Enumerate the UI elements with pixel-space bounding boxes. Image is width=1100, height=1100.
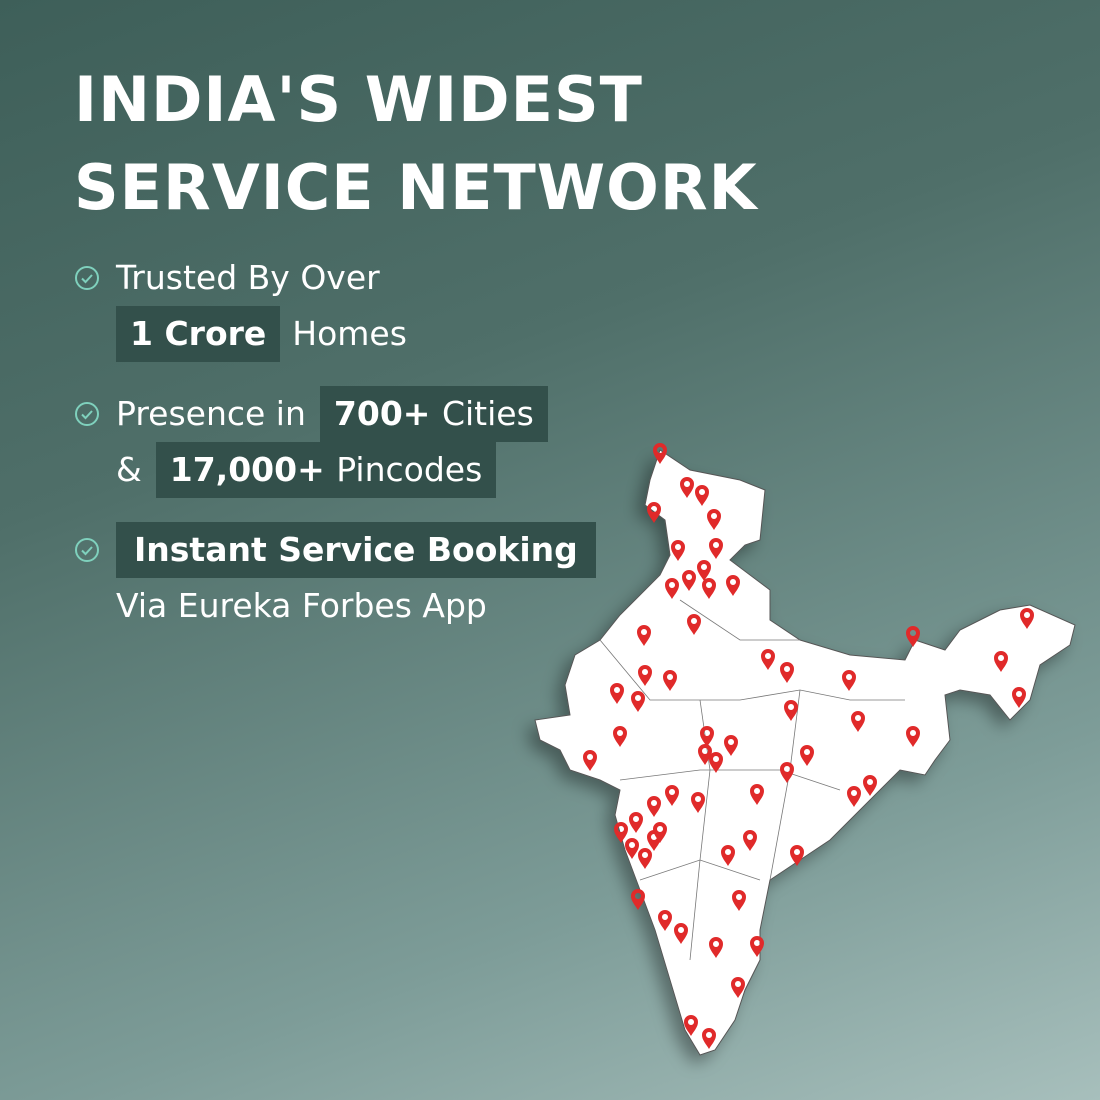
location-pin-icon [702, 1028, 716, 1049]
feature-booking: Instant Service Booking Via Eureka Forbe… [74, 522, 608, 634]
feature-text: Trusted By Over [116, 258, 380, 297]
location-pin-icon [709, 538, 723, 559]
location-pin-icon [994, 651, 1008, 672]
feature-text: Presence in [116, 394, 306, 433]
location-pin-icon [638, 665, 652, 686]
highlight-booking: Instant Service Booking [116, 522, 596, 578]
location-pin-icon [697, 560, 711, 581]
location-pin-icon [658, 910, 672, 931]
location-pin-icon [743, 830, 757, 851]
headline-line-2: SERVICE NETWORK [74, 151, 758, 224]
location-pin-icon [610, 683, 624, 704]
headline: INDIA'S WIDEST SERVICE NETWORK [74, 56, 758, 232]
location-pin-icon [698, 744, 712, 765]
location-pin-icon [613, 726, 627, 747]
location-pin-icon [707, 509, 721, 530]
location-pin-icon [724, 735, 738, 756]
location-pin-icon [709, 937, 723, 958]
location-pin-icon [663, 670, 677, 691]
location-pin-icon [847, 786, 861, 807]
feature-homes: Trusted By Over 1 Crore Homes [74, 250, 407, 362]
location-pin-icon [842, 670, 856, 691]
feature-text: Via Eureka Forbes App [116, 586, 487, 625]
location-pin-icon [647, 830, 661, 851]
check-circle-icon [75, 402, 99, 426]
location-pin-icon [684, 1015, 698, 1036]
location-pin-icon [780, 762, 794, 783]
headline-line-1: INDIA'S WIDEST [74, 63, 643, 136]
location-pin-icon [726, 575, 740, 596]
location-pin-icon [682, 570, 696, 591]
location-pin-icon [750, 936, 764, 957]
location-pin-icon [906, 726, 920, 747]
location-pin-icon [780, 662, 794, 683]
cities-count: 700+ [333, 394, 431, 433]
check-circle-icon [75, 266, 99, 290]
location-pin-icon [583, 750, 597, 771]
location-pin-icon [680, 477, 694, 498]
location-pin-icon [863, 775, 877, 796]
location-pin-icon [695, 485, 709, 506]
location-pin-icon [732, 890, 746, 911]
location-pin-icon [687, 614, 701, 635]
location-pin-icon [691, 792, 705, 813]
connector: & [116, 450, 142, 489]
location-pin-icon [653, 822, 667, 843]
location-pin-icon [629, 812, 643, 833]
location-pin-icon [665, 785, 679, 806]
location-pin-icon [631, 889, 645, 910]
location-pin-icon [784, 700, 798, 721]
location-pin-icon [614, 822, 628, 843]
location-pin-icon [647, 502, 661, 523]
location-pin-icon [709, 752, 723, 773]
location-pin-icon [637, 625, 651, 646]
location-pin-icon [671, 540, 685, 561]
location-pin-icon [750, 784, 764, 805]
location-pin-icon [638, 848, 652, 869]
feature-presence: Presence in 700+ Cities & 17,000+ Pincod… [74, 386, 560, 498]
highlight-pincodes: 17,000+ Pincodes [155, 442, 497, 498]
location-pin-icon [674, 923, 688, 944]
highlight-cities: 700+ Cities [319, 386, 548, 442]
location-pin-icon [761, 649, 775, 670]
location-pin-icon [800, 745, 814, 766]
location-pin-icon [731, 977, 745, 998]
location-pin-icon [647, 796, 661, 817]
location-pin-icon [906, 626, 920, 647]
location-pin-icon [851, 711, 865, 732]
check-circle-icon [75, 538, 99, 562]
pincodes-label: Pincodes [336, 450, 483, 489]
pincodes-count: 17,000+ [169, 450, 325, 489]
location-pin-icon [625, 838, 639, 859]
location-pin-icon [653, 443, 667, 464]
highlight-crore: 1 Crore [116, 306, 281, 362]
location-pin-icon [700, 726, 714, 747]
india-outline [534, 449, 1076, 1056]
location-pin-icon [631, 691, 645, 712]
cities-label: Cities [441, 394, 534, 433]
feature-text: Homes [292, 314, 407, 353]
location-pin-icon [1012, 687, 1026, 708]
location-pin-icon [1020, 608, 1034, 629]
location-pin-icon [665, 578, 679, 599]
location-pin-icon [721, 845, 735, 866]
location-pin-icon [702, 578, 716, 599]
location-pin-icon [790, 845, 804, 866]
